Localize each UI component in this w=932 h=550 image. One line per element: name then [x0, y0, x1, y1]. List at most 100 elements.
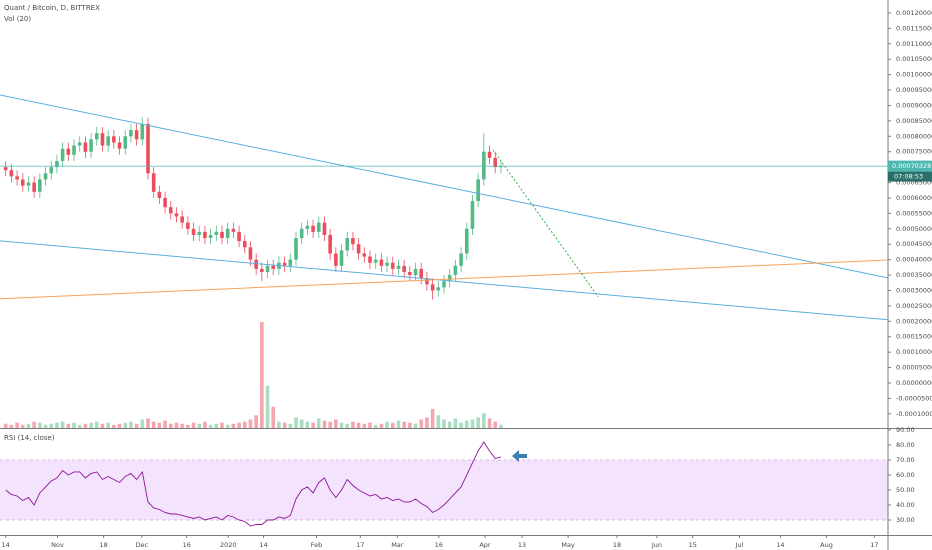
volume-bar [94, 421, 99, 428]
candle-body [248, 247, 253, 260]
candle-body [470, 201, 475, 229]
y-tick-label: 0.00075000 [896, 148, 932, 156]
volume-bar [66, 423, 71, 428]
candle-body [60, 148, 65, 161]
rsi-band [0, 459, 888, 520]
candle-body [55, 160, 59, 168]
volume-bar [151, 421, 156, 428]
candle-body [282, 262, 287, 266]
x-tick-label: Aug [820, 541, 833, 549]
candle-body [225, 228, 230, 239]
volume-bar [77, 424, 82, 428]
candle-body [197, 231, 202, 235]
volume-bar [26, 423, 31, 428]
candle-body [77, 142, 82, 146]
volume-bar [453, 418, 458, 428]
volume-bar [163, 420, 167, 428]
volume-bar [362, 423, 367, 428]
y-tick-label: 0.00025000 [896, 302, 932, 310]
y-tick-label: 0.00040000 [896, 256, 932, 264]
candle-body [453, 265, 458, 276]
volume-bar [214, 423, 219, 428]
candle-body [191, 228, 196, 235]
candle-body [106, 136, 110, 146]
volume-bar [385, 421, 389, 428]
y-tick-label: 0.00030000 [896, 286, 932, 294]
candle-body [288, 259, 293, 266]
y-tick-label: 0.00115000 [896, 24, 932, 32]
y-tick-label: 0.00120000 [896, 9, 932, 17]
volume-bar [311, 422, 315, 428]
candle-body [413, 268, 418, 276]
candle-body [43, 173, 48, 180]
volume-bar [282, 422, 287, 428]
volume-bar [442, 419, 446, 428]
x-tick-label: Jul [735, 541, 744, 549]
rsi-label: RSI (14, close) [4, 434, 55, 442]
candle-body [334, 253, 338, 266]
candle-body [214, 231, 219, 235]
volume-bar [430, 408, 435, 428]
volume-bar [157, 422, 162, 428]
volume-bar [464, 420, 469, 428]
candle-body [385, 262, 389, 266]
candle-body [459, 253, 463, 266]
volume-bar [72, 422, 76, 428]
volume-bar [487, 418, 492, 428]
candle-body [134, 130, 139, 140]
volume-bar [112, 424, 116, 428]
candle-body [254, 259, 258, 269]
candle-body [493, 157, 498, 168]
volume-bar [334, 419, 338, 428]
candle-body [140, 123, 145, 140]
candle-body [425, 278, 429, 285]
volume-bar [305, 421, 310, 428]
y-tick-label: -0.00005000 [896, 394, 932, 402]
volume-bar [140, 419, 145, 428]
candle-body [322, 222, 327, 235]
volume-bar [15, 422, 19, 428]
volume-bar [168, 423, 173, 428]
volume-bar [368, 422, 372, 428]
volume-bar [425, 417, 429, 428]
volume-bar [390, 422, 395, 428]
rsi-tick-label: 30.00 [896, 516, 915, 524]
candle-body [499, 166, 503, 168]
candle-body [203, 231, 207, 239]
candle-body [38, 179, 42, 192]
annotation-arrow [512, 450, 527, 462]
candle-body [373, 259, 378, 263]
y-tick-label: 0.00005000 [896, 364, 932, 372]
volume-bar [60, 421, 65, 428]
y-tick-label: 0.00065000 [896, 179, 932, 187]
candle-body [265, 265, 270, 272]
candle-body [220, 231, 224, 239]
volume-bar [413, 423, 418, 428]
volume-bar [459, 422, 463, 428]
volume-bar [100, 423, 105, 428]
x-tick-label: 15 [689, 541, 697, 549]
trend-line [0, 94, 889, 279]
volume-bar [470, 419, 475, 428]
volume-bar [38, 422, 42, 428]
last-price-tag [888, 160, 932, 172]
candle-body [379, 259, 384, 266]
y-tick-label: 0.00015000 [896, 333, 932, 341]
volume-bar [316, 418, 321, 428]
y-tick-label: 0.00100000 [896, 71, 932, 79]
candle-body [117, 142, 122, 149]
candle-body [408, 271, 412, 276]
candle-body [487, 151, 492, 158]
volume-bar [225, 424, 230, 428]
candle-body [464, 228, 469, 254]
volume-bar [328, 421, 332, 428]
volume-bar [237, 422, 241, 428]
candle-body [328, 234, 332, 254]
volume-bar [123, 422, 128, 428]
candle-body [271, 265, 276, 269]
candle-body [368, 256, 372, 263]
volume-bar [408, 422, 412, 428]
candle-body [180, 216, 184, 223]
candle-body [351, 238, 355, 245]
